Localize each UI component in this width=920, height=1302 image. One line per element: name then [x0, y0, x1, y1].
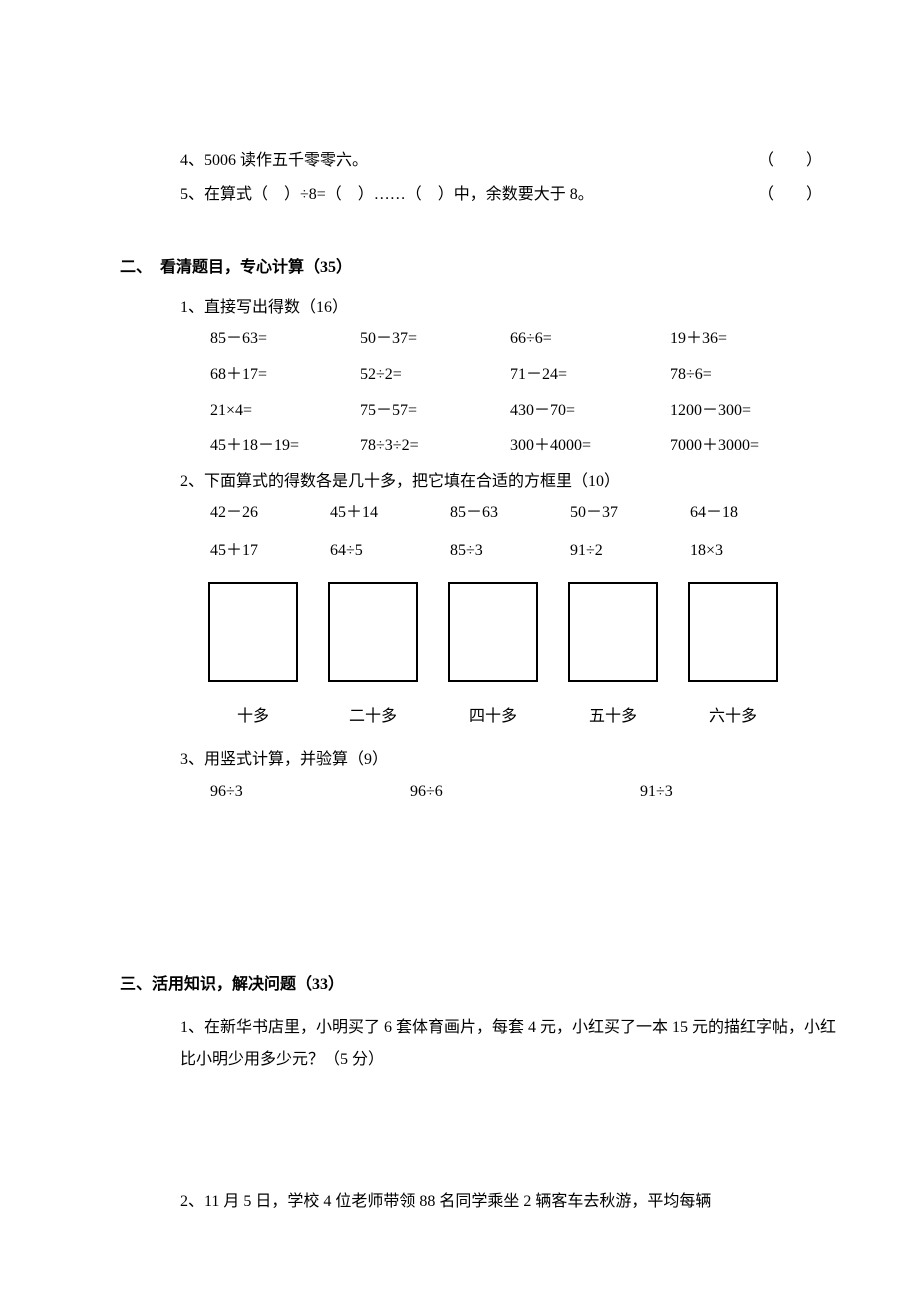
answer-box[interactable] [448, 582, 538, 682]
mm-cell: 300＋4000= [510, 433, 670, 459]
mm-cell: 1200－300= [670, 398, 830, 424]
est-cell: 64－18 [690, 500, 810, 526]
mm-cell: 75－57= [360, 398, 510, 424]
answer-box[interactable] [568, 582, 658, 682]
est-cell: 18×3 [690, 538, 810, 564]
mm-cell: 7000＋3000= [670, 433, 830, 459]
mm-cell: 78÷3÷2= [360, 433, 510, 459]
answer-boxes-row [70, 582, 850, 682]
mm-cell: 430－70= [510, 398, 670, 424]
answer-box[interactable] [688, 582, 778, 682]
mental-math-grid: 85－63= 50－37= 66÷6= 19＋36= 68＋17= 52÷2= … [210, 326, 850, 458]
mm-cell: 68＋17= [210, 362, 360, 388]
mm-cell: 52÷2= [360, 362, 510, 388]
mm-cell: 78÷6= [670, 362, 830, 388]
tf-item-4-paren[interactable]: （ ） [758, 148, 822, 174]
estimate-grid: 42－26 45＋14 85－63 50－37 64－18 45＋17 64÷5… [210, 500, 850, 563]
est-cell: 91÷2 [570, 538, 690, 564]
answer-box[interactable] [208, 582, 298, 682]
tf-item-5-text: 5、在算式（ ）÷8=（ ）……（ ）中，余数要大于 8。 [180, 182, 758, 208]
mm-cell: 71－24= [510, 362, 670, 388]
mm-cell: 85－63= [210, 326, 360, 352]
section-3-heading: 三、活用知识，解决问题（33） [70, 972, 850, 998]
answer-box[interactable] [328, 582, 418, 682]
mm-cell: 45＋18－19= [210, 433, 360, 459]
answer-box-label: 四十多 [448, 704, 538, 730]
tf-item-5-paren[interactable]: （ ） [758, 182, 822, 208]
est-cell: 45＋14 [330, 500, 450, 526]
vc-cell: 96÷6 [410, 779, 640, 805]
est-cell: 45＋17 [210, 538, 330, 564]
tf-item-4-text: 4、5006 读作五千零零六。 [180, 148, 758, 174]
answer-box-label: 二十多 [328, 704, 418, 730]
est-cell: 85÷3 [450, 538, 570, 564]
vc-cell: 96÷3 [210, 779, 410, 805]
mm-cell: 21×4= [210, 398, 360, 424]
mm-cell: 19＋36= [670, 326, 830, 352]
mm-cell: 66÷6= [510, 326, 670, 352]
section-2-part-3-title: 3、用竖式计算，并验算（9） [70, 747, 850, 773]
est-cell: 42－26 [210, 500, 330, 526]
est-cell: 64÷5 [330, 538, 450, 564]
word-problem-2: 2、11 月 5 日，学校 4 位老师带领 88 名同学乘坐 2 辆客车去秋游，… [70, 1186, 850, 1218]
answer-box-label: 六十多 [688, 704, 778, 730]
vc-cell: 91÷3 [640, 779, 800, 805]
vertical-calc-grid: 96÷3 96÷6 91÷3 [210, 779, 850, 805]
answer-box-label: 十多 [208, 704, 298, 730]
word-problem-1: 1、在新华书店里，小明买了 6 套体育画片，每套 4 元，小红买了一本 15 元… [70, 1012, 850, 1076]
mm-cell: 50－37= [360, 326, 510, 352]
tf-item-5: 5、在算式（ ）÷8=（ ）……（ ）中，余数要大于 8。 （ ） [180, 182, 850, 208]
est-cell: 50－37 [570, 500, 690, 526]
tf-item-4: 4、5006 读作五千零零六。 （ ） [180, 148, 850, 174]
section-2-heading: 二、 看清题目，专心计算（35） [70, 255, 850, 281]
answer-box-labels-row: 十多 二十多 四十多 五十多 六十多 [70, 704, 850, 730]
answer-box-label: 五十多 [568, 704, 658, 730]
est-cell: 85－63 [450, 500, 570, 526]
section-2-part-1-title: 1、直接写出得数（16） [70, 295, 850, 321]
section-2-part-2-title: 2、下面算式的得数各是几十多，把它填在合适的方框里（10） [70, 469, 850, 495]
